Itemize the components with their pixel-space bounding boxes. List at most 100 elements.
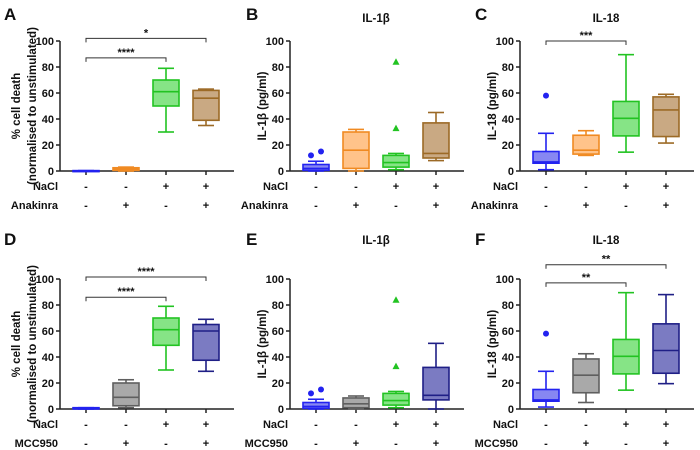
- significance-bracket: [85, 37, 207, 43]
- condition-sign: +: [663, 438, 669, 450]
- y-tick-label: 40: [42, 352, 54, 364]
- y-tick-label: 20: [502, 378, 514, 390]
- significance-label: ****: [117, 47, 135, 59]
- y-tick-label: 100: [36, 36, 54, 48]
- condition-sign: +: [203, 181, 209, 193]
- chart-title: IL-18: [593, 13, 620, 25]
- condition-sign: -: [544, 181, 548, 193]
- condition-sign: +: [393, 419, 399, 431]
- condition-label: NaCl: [33, 181, 58, 193]
- condition-sign: -: [584, 419, 588, 431]
- condition-label: NaCl: [263, 181, 288, 193]
- condition-sign: +: [663, 200, 669, 212]
- y-axis-label: IL-18 (pg/ml): [487, 72, 499, 141]
- outlier-point: [318, 386, 324, 393]
- condition-sign: +: [433, 419, 439, 431]
- outlier-point: [318, 148, 324, 155]
- y-axis-label: IL-1β (pg/ml): [257, 71, 269, 140]
- box-nacl: [612, 291, 640, 391]
- condition-sign: -: [544, 200, 548, 212]
- panel-c: C IL-18 IL-18 (pg/ml) 0 20 40 60 80 100 NaCl - - + + A…: [471, 5, 694, 212]
- significance-bracket: [85, 57, 167, 62]
- condition-sign: +: [203, 419, 209, 431]
- condition-sign: -: [124, 181, 128, 193]
- outlier-point: [392, 362, 400, 370]
- chart-title: IL-18: [593, 235, 620, 247]
- box-iqr: [342, 397, 370, 409]
- condition-label: Anakinra: [241, 200, 289, 212]
- y-tick-label: 20: [272, 378, 284, 390]
- condition-sign: -: [314, 438, 318, 450]
- y-tick-label: 80: [272, 300, 284, 312]
- condition-sign: -: [624, 438, 628, 450]
- box-nacl_mcc950: [192, 318, 220, 373]
- y-axis-label: % cell death: [11, 73, 23, 139]
- box-iqr: [192, 323, 220, 362]
- condition-sign: -: [584, 181, 588, 193]
- condition-sign: +: [203, 438, 209, 450]
- condition-sign: -: [354, 181, 358, 193]
- panel-letter: A: [4, 5, 16, 24]
- y-tick-label: 60: [272, 326, 284, 338]
- y-tick-label: 0: [278, 404, 284, 416]
- panel-e: E IL-1β IL-1β (pg/ml) 0 20 40 60 80 100 NaCl - - + + M…: [245, 230, 464, 450]
- box-vehicle: [302, 148, 330, 172]
- box-nacl_anakinra: [192, 88, 220, 127]
- condition-sign: +: [623, 181, 629, 193]
- condition-label: NaCl: [493, 181, 518, 193]
- condition-sign: +: [163, 419, 169, 431]
- panel-f: F IL-18 IL-18 (pg/ml) 0 20 40 60 80 100 NaCl - - + + M…: [475, 230, 694, 450]
- outlier-point: [543, 92, 549, 99]
- y-axis-label: % cell death: [11, 311, 23, 377]
- condition-label: NaCl: [33, 419, 58, 431]
- y-tick-label: 40: [272, 352, 284, 364]
- box-mcc950: [572, 352, 600, 404]
- y-tick-label: 100: [266, 274, 284, 286]
- y-axis-label: (normalised to unstimulated): [27, 265, 39, 423]
- box-vehicle: [532, 330, 560, 408]
- condition-sign: -: [124, 419, 128, 431]
- significance-bracket: [85, 296, 167, 302]
- y-tick-label: 80: [42, 300, 54, 312]
- condition-sign: -: [394, 438, 398, 450]
- box-iqr: [572, 134, 600, 155]
- box-vehicle: [302, 386, 330, 410]
- y-tick-label: 60: [272, 88, 284, 100]
- panel-letter: C: [475, 5, 487, 24]
- box-nacl: [152, 305, 180, 371]
- y-tick-label: 0: [508, 404, 514, 416]
- panel-b: B IL-1β IL-1β (pg/ml) 0 20 40 60 80 100 NaCl - - + + A…: [241, 5, 464, 212]
- y-axis-label: (normalised to unstimulated): [27, 27, 39, 185]
- y-axis-label: IL-1β (pg/ml): [257, 309, 269, 378]
- box-anakinra: [572, 129, 600, 157]
- condition-sign: +: [623, 419, 629, 431]
- box-nacl: [612, 53, 640, 153]
- condition-sign: -: [314, 419, 318, 431]
- box-anakinra: [112, 166, 140, 172]
- condition-sign: +: [123, 438, 129, 450]
- condition-sign: -: [394, 200, 398, 212]
- outlier-point: [308, 152, 314, 159]
- chart-title: IL-1β: [362, 235, 389, 247]
- box-iqr: [112, 382, 140, 407]
- condition-sign: +: [353, 200, 359, 212]
- condition-sign: -: [164, 438, 168, 450]
- significance-label: **: [602, 254, 611, 266]
- outlier-point: [308, 390, 314, 397]
- condition-sign: -: [544, 438, 548, 450]
- y-tick-label: 60: [502, 88, 514, 100]
- box-nacl_anakinra: [652, 93, 680, 144]
- outlier-point: [543, 330, 549, 337]
- outlier-point: [392, 124, 400, 132]
- y-tick-label: 40: [502, 352, 514, 364]
- y-tick-label: 60: [42, 88, 54, 100]
- box-iqr: [192, 89, 220, 122]
- box-iqr: [652, 96, 680, 138]
- condition-sign: -: [314, 181, 318, 193]
- y-tick-label: 80: [502, 300, 514, 312]
- condition-sign: +: [353, 438, 359, 450]
- y-tick-label: 60: [502, 326, 514, 338]
- outlier-point: [392, 58, 400, 65]
- chart-title: IL-1β: [362, 13, 389, 25]
